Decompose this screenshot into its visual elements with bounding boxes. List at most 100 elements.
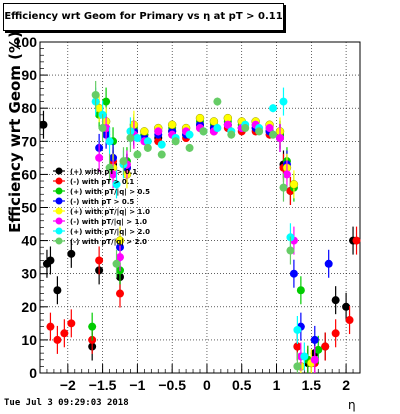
data-point <box>213 124 222 133</box>
axis-ticks <box>39 41 354 374</box>
data-point <box>321 342 330 351</box>
data-point <box>279 97 288 106</box>
data-point <box>143 143 152 152</box>
data-point <box>95 256 104 265</box>
tick-labels: 0 10 20 30 40 50 60 70 80 90 100 −2 −1.5 −1 −0.5 0 0.5 1 1… <box>14 34 351 393</box>
y-tick-label: 90 <box>21 67 37 83</box>
data-point <box>119 157 128 166</box>
data-point <box>154 127 163 136</box>
y-tick-label: 40 <box>21 233 37 249</box>
data-point <box>342 302 351 311</box>
y-tick-label: 0 <box>29 365 37 381</box>
y-tick-label: 100 <box>14 34 38 50</box>
data-point <box>293 362 302 371</box>
data-point <box>67 319 76 328</box>
data-point <box>213 97 222 106</box>
legend: (+) with pT > 0.1 (-) with pT > 0.1 (+) wi… <box>53 167 150 247</box>
data-point <box>39 120 48 129</box>
legend-marker <box>55 207 63 215</box>
data-point <box>91 90 100 99</box>
legend-entry-label: (+) with pT > 0.1 <box>70 168 137 176</box>
data-point <box>276 133 284 142</box>
legend-entry-label: (-) with pT > 0.5 <box>70 198 134 206</box>
data-point <box>310 355 319 364</box>
x-tick-label: 1 <box>273 377 281 393</box>
data-point <box>227 130 236 139</box>
data-point <box>310 335 319 344</box>
legend-entry-label: (+) with pT/|q| > 2.0 <box>70 228 150 237</box>
data-point <box>352 236 361 245</box>
x-tick-label: −1 <box>129 377 145 393</box>
x-tick-label: 0 <box>203 377 211 393</box>
data-point <box>109 170 118 179</box>
data-point <box>105 137 114 146</box>
data-point <box>296 286 305 295</box>
data-point <box>286 246 295 255</box>
data-point <box>133 133 142 142</box>
data-point <box>331 329 340 338</box>
x-tick-label: −2 <box>60 377 76 393</box>
data-point <box>269 130 278 139</box>
data-point <box>223 120 232 129</box>
data-point <box>140 127 149 136</box>
x-tick-label: 2 <box>342 377 350 393</box>
y-tick-label: 80 <box>21 100 37 116</box>
data-point <box>345 316 354 325</box>
x-tick-label: −0.5 <box>158 377 186 393</box>
data-point <box>98 124 107 133</box>
data-point <box>289 269 298 278</box>
legend-entry-label: (+) with pT/|q| > 1.0 <box>70 208 150 217</box>
data-point <box>241 124 250 133</box>
data-points <box>39 80 361 373</box>
data-point <box>209 117 219 126</box>
data-point <box>171 137 180 146</box>
y-tick-label: 60 <box>21 166 37 182</box>
y-tick-label: 20 <box>21 299 37 315</box>
legend-marker <box>55 197 63 205</box>
data-point <box>126 133 135 142</box>
legend-marker <box>55 217 63 225</box>
data-point <box>112 259 121 268</box>
timestamp-footer: Tue Jul 3 09:29:03 2018 <box>4 398 129 408</box>
data-point <box>331 296 340 305</box>
data-point <box>116 253 124 262</box>
data-point <box>279 183 288 192</box>
data-point <box>185 143 194 152</box>
x-tick-label: −1.5 <box>89 377 117 393</box>
grid-layer <box>40 42 360 373</box>
data-point <box>53 286 62 295</box>
chart-title: Efficiency wrt Geom for Primary vs η at … <box>3 3 284 31</box>
data-point <box>112 180 121 189</box>
data-point <box>255 127 264 136</box>
data-point <box>324 259 333 268</box>
y-tick-label: 50 <box>21 200 37 216</box>
data-point <box>167 120 177 129</box>
data-point <box>102 97 111 106</box>
data-point <box>143 137 152 146</box>
data-point <box>282 170 291 179</box>
y-tick-label: 70 <box>21 133 37 149</box>
data-point <box>289 180 299 189</box>
data-point <box>293 325 302 334</box>
data-point <box>293 342 302 351</box>
data-point <box>116 289 124 298</box>
data-point <box>46 256 55 265</box>
data-point <box>269 104 278 113</box>
y-tick-label: 30 <box>21 266 37 282</box>
data-point <box>300 352 309 361</box>
data-point <box>185 130 194 139</box>
x-tick-label: 0.5 <box>232 377 252 393</box>
legend-marker <box>55 227 63 235</box>
data-point <box>67 249 76 258</box>
data-point <box>199 127 208 136</box>
legend-marker <box>55 177 63 185</box>
data-point <box>88 322 97 331</box>
x-axis-label: η <box>348 398 356 412</box>
data-point <box>314 345 323 354</box>
data-point <box>157 150 166 159</box>
legend-marker <box>55 167 63 175</box>
legend-entry-label: (-) with pT/|q| > 2.0 <box>70 238 147 247</box>
data-point <box>53 335 62 344</box>
y-axis-label: Efficiency wrt Geom (%) <box>6 31 24 233</box>
